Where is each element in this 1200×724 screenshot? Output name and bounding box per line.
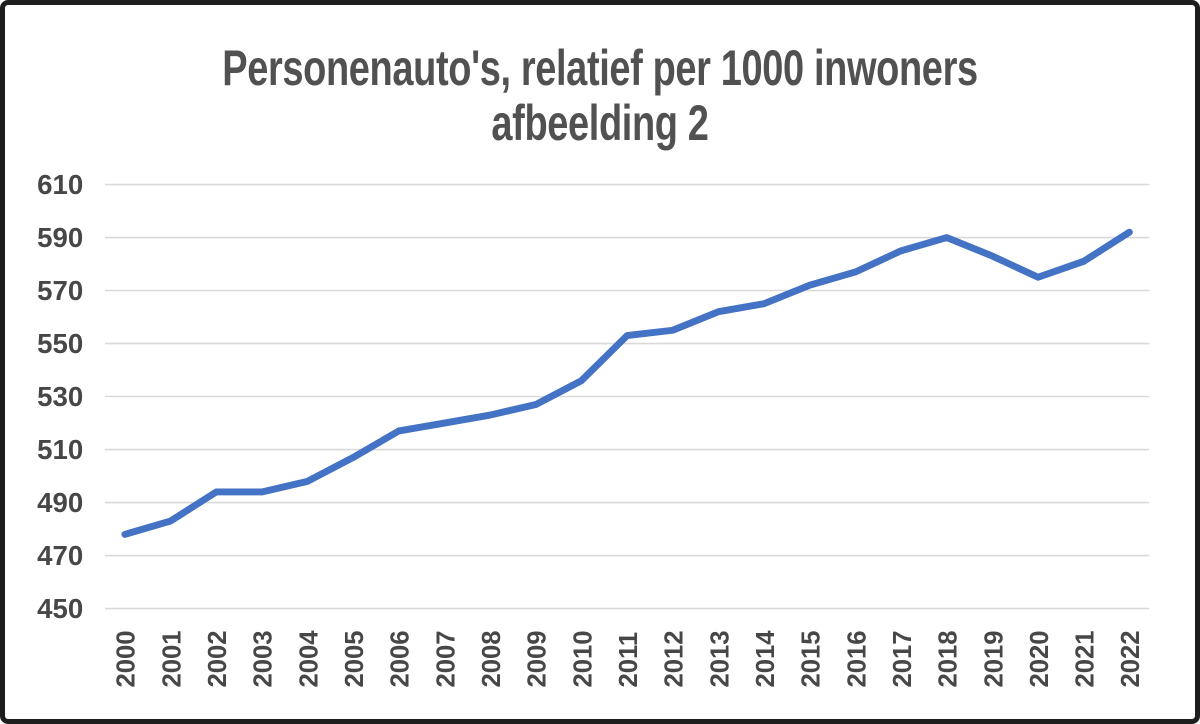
chart-subtitle: afbeelding 2 — [491, 95, 709, 151]
x-tick-label: 2022 — [1117, 630, 1145, 687]
y-tick-label: 570 — [37, 275, 83, 306]
y-tick-label: 610 — [37, 169, 83, 200]
x-tick-label: 2007 — [432, 630, 460, 687]
x-tick-label: 2000 — [113, 630, 141, 687]
x-tick-label: 2010 — [569, 630, 597, 687]
x-tick-label: 2014 — [752, 630, 780, 688]
x-tick-label: 2004 — [295, 630, 323, 688]
x-tick-label: 2017 — [889, 630, 917, 687]
x-tick-label: 2012 — [661, 630, 689, 687]
x-tick-label: 2011 — [615, 632, 643, 688]
x-tick-label: 2020 — [1026, 630, 1054, 687]
x-tick-label: 2019 — [980, 630, 1008, 687]
x-tick-label: 2021 — [1072, 630, 1100, 687]
x-tick-label: 2003 — [250, 630, 278, 687]
line-chart-svg: 450 470 490 510 530 550 570 590 610 2000 2001 2002 2… — [37, 169, 1150, 688]
y-tick-label: 470 — [37, 540, 83, 571]
y-tick-label: 590 — [37, 222, 83, 253]
chart-title-block: Personenauto's, relatief per 1000 inwone… — [148, 41, 1052, 151]
y-tick-label: 450 — [37, 593, 83, 624]
x-tick-label: 2013 — [706, 630, 734, 687]
y-tick-label: 510 — [37, 434, 83, 465]
y-tick-label: 550 — [37, 328, 83, 359]
x-tick-label: 2018 — [935, 630, 963, 687]
y-tick-label: 490 — [37, 487, 83, 518]
x-tick-label: 2015 — [798, 630, 826, 687]
x-tick-label: 2009 — [524, 630, 552, 687]
y-tick-label: 530 — [37, 381, 83, 412]
x-tick-label: 2005 — [341, 630, 369, 687]
chart-title: Personenauto's, relatief per 1000 inwone… — [222, 40, 978, 96]
x-tick-label: 2008 — [478, 630, 506, 687]
x-tick-label: 2006 — [387, 630, 415, 687]
data-series-line — [121, 228, 1133, 538]
x-tick-label: 2016 — [843, 630, 871, 687]
x-tick-label: 2002 — [204, 630, 232, 687]
x-tick-label: 2001 — [158, 630, 186, 687]
